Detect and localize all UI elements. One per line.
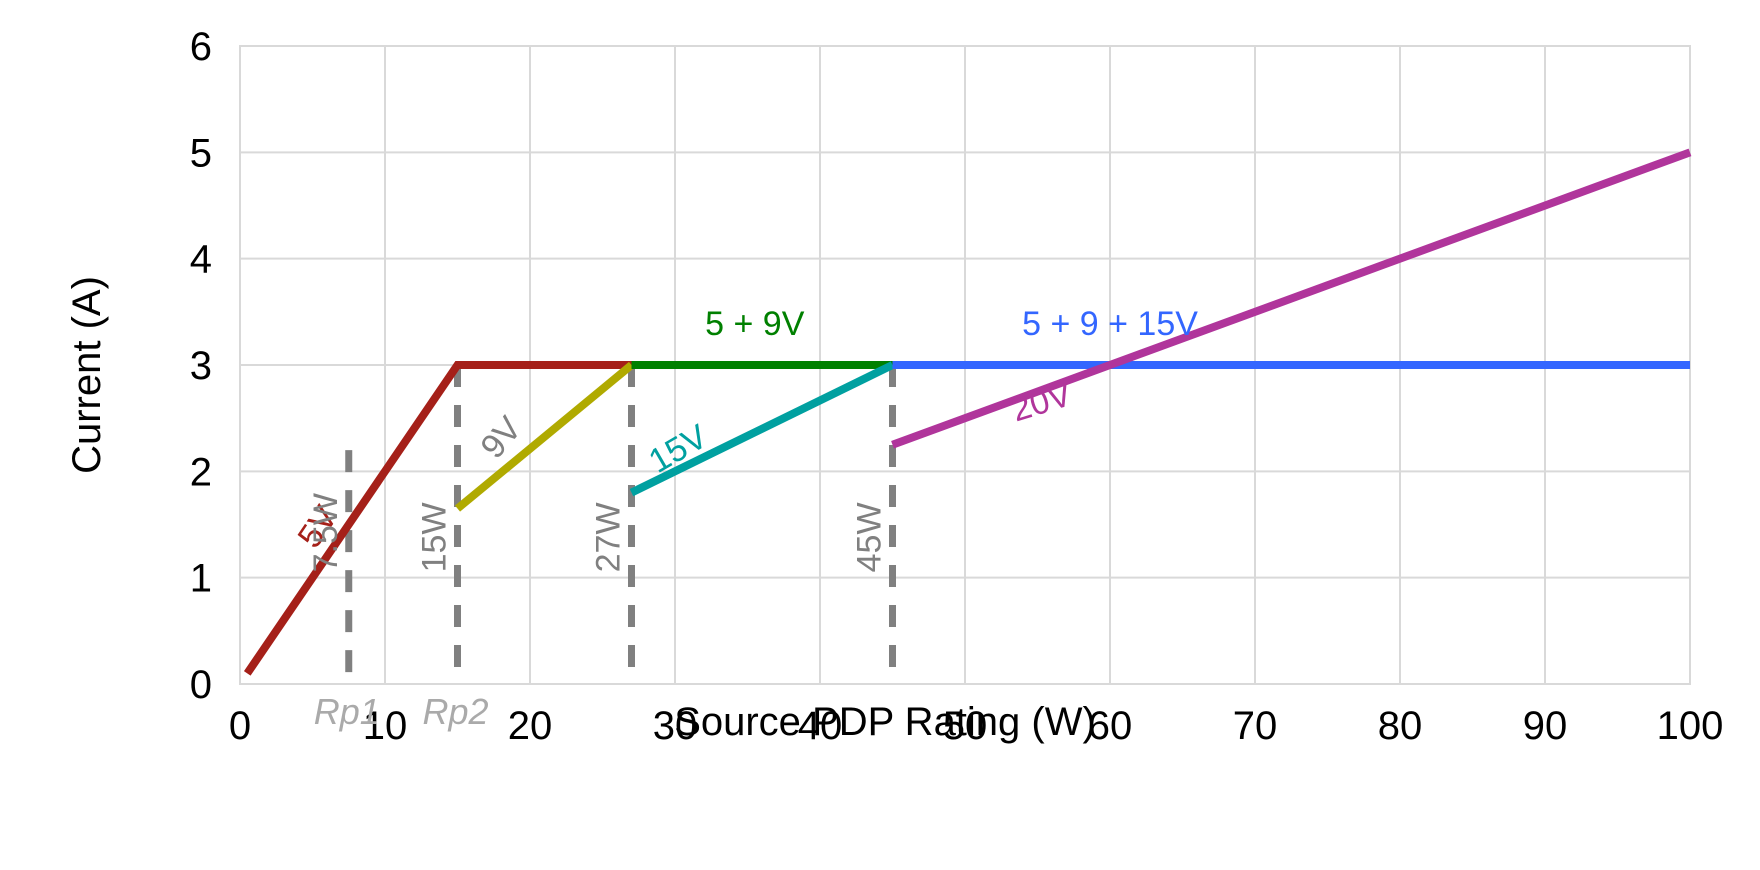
x-tick-0: 0 xyxy=(229,704,251,748)
x-tick-90: 90 xyxy=(1523,704,1568,748)
y-tick-0: 0 xyxy=(190,663,212,707)
x-tick-10: 10 xyxy=(363,704,408,748)
rp-axis-labels: Rp1 Rp2 xyxy=(314,691,489,732)
series-label-5-9v: 5 + 9V xyxy=(705,305,805,343)
marker-label-27W: 27W xyxy=(590,502,628,572)
x-axis-title: Source PDP Rating (W) xyxy=(674,700,1096,744)
y-axis-tick-labels: 0 1 2 3 4 5 6 xyxy=(190,25,212,707)
axis-annotation-rp1: Rp1 xyxy=(314,691,380,732)
x-tick-80: 80 xyxy=(1378,704,1423,748)
marker-dashed-lines xyxy=(345,365,896,684)
axis-annotation-rp2: Rp2 xyxy=(422,691,488,732)
series-line-9v xyxy=(454,361,635,512)
series-label-5-9-15v: 5 + 9 + 15V xyxy=(1022,305,1198,343)
y-tick-3: 3 xyxy=(190,344,212,388)
y-tick-1: 1 xyxy=(190,557,212,601)
x-tick-50: 50 xyxy=(943,704,988,748)
x-tick-30: 30 xyxy=(653,704,698,748)
marker-label-7.5W: 7.5W xyxy=(307,493,345,572)
y-tick-5: 5 xyxy=(190,131,212,175)
y-tick-6: 6 xyxy=(190,25,212,69)
marker-label-15W: 15W xyxy=(416,502,454,572)
x-tick-60: 60 xyxy=(1088,704,1133,748)
series-line-20v xyxy=(891,148,1692,449)
series-label-20v: 20V xyxy=(1007,375,1076,429)
x-axis-tick-labels: 0 10 20 30 40 50 60 70 80 90 100 xyxy=(229,704,1724,748)
y-axis-title: Current (A) xyxy=(65,276,109,474)
x-tick-100: 100 xyxy=(1657,704,1724,748)
x-tick-20: 20 xyxy=(508,704,553,748)
series-line-15v xyxy=(629,361,895,497)
y-tick-4: 4 xyxy=(190,238,212,282)
series-lines xyxy=(243,148,1692,676)
x-tick-70: 70 xyxy=(1233,704,1278,748)
series-line-5v xyxy=(243,361,632,676)
marker-label-45W: 45W xyxy=(851,502,889,572)
y-tick-2: 2 xyxy=(190,450,212,494)
x-tick-40: 40 xyxy=(798,704,843,748)
marker-labels: 7.5W 15W 27W 45W xyxy=(307,493,889,572)
